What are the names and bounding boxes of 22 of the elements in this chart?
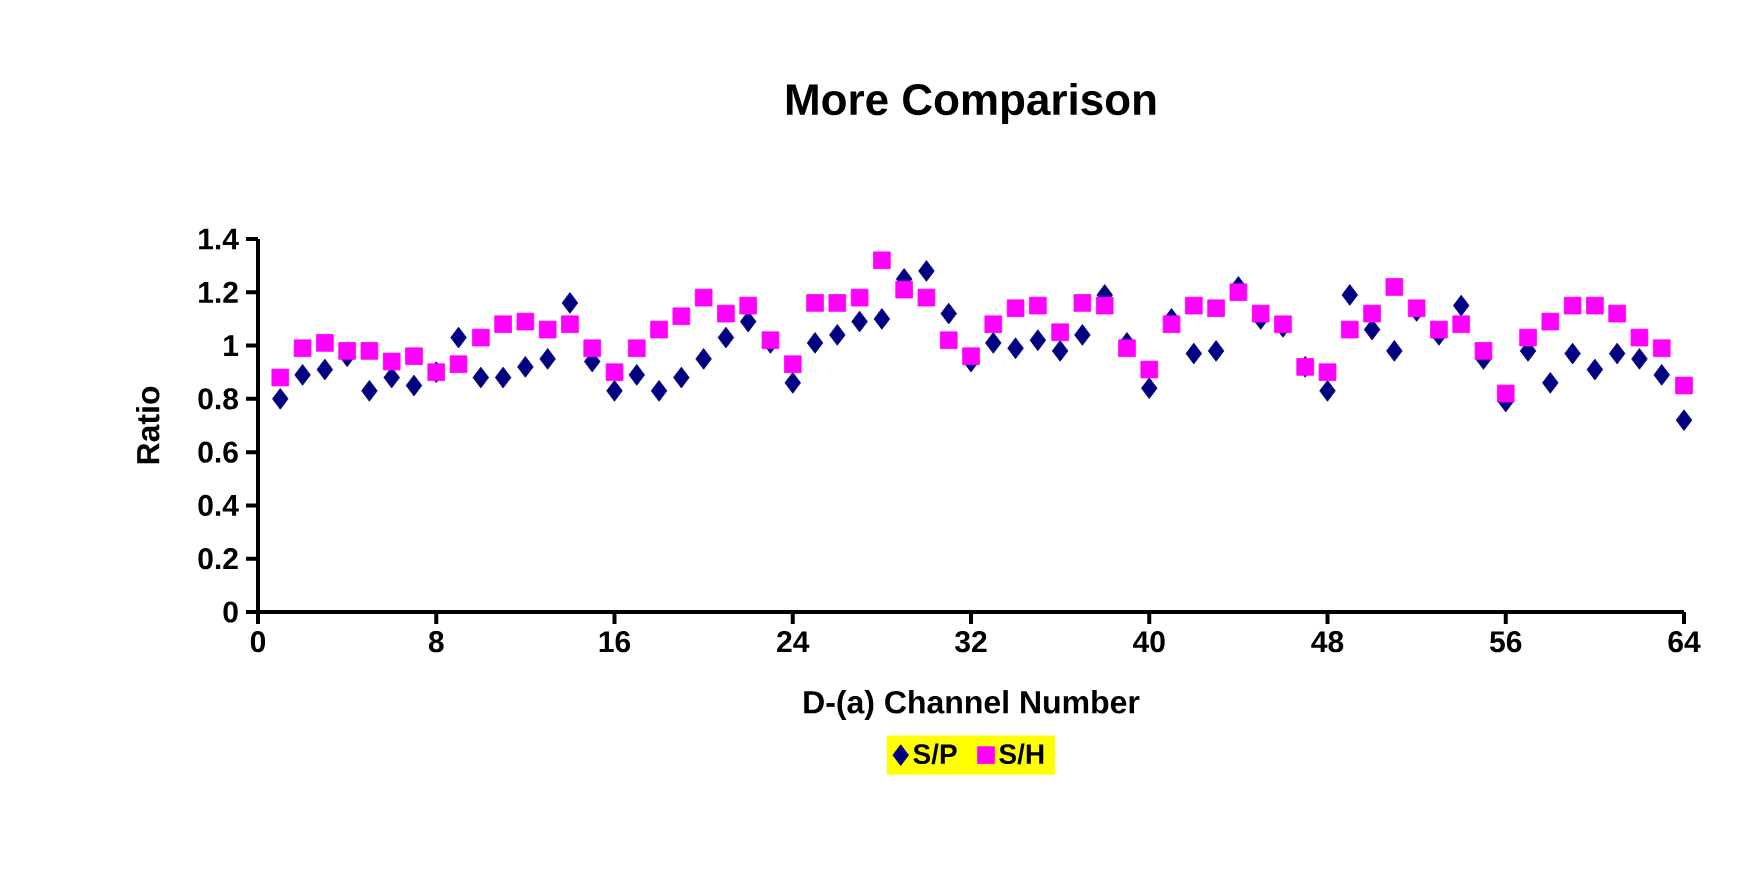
y-axis-title: Ratio bbox=[136, 386, 160, 464]
x-tick-label: 48 bbox=[1311, 631, 1344, 653]
y-tick-label: 1 bbox=[224, 335, 239, 356]
y-tick-label: 1.2 bbox=[199, 281, 238, 303]
y-tick-label: 0.2 bbox=[198, 548, 238, 570]
x-tick-label: 8 bbox=[428, 631, 444, 653]
y-tick-label: 1.4 bbox=[199, 228, 239, 250]
y-tick-label: 0 bbox=[223, 601, 238, 623]
legend-label: S/H bbox=[999, 743, 1044, 765]
chart-title: More Comparison bbox=[786, 82, 1156, 124]
x-tick-label: 24 bbox=[777, 631, 810, 653]
x-axis-title: D-(a) Channel Number bbox=[804, 690, 1140, 720]
y-tick-label: 0.4 bbox=[198, 494, 239, 517]
y-tick-label: 0.6 bbox=[198, 441, 238, 463]
x-tick-label: 56 bbox=[1489, 631, 1522, 653]
x-tick-label: 32 bbox=[955, 631, 987, 653]
x-tick-label: 40 bbox=[1133, 631, 1165, 653]
legend-label: S/P bbox=[913, 743, 957, 765]
x-tick-label: 16 bbox=[599, 631, 631, 653]
x-tick-label: 0 bbox=[250, 631, 266, 653]
x-tick-label: 64 bbox=[1668, 631, 1701, 653]
y-tick-label: 0.8 bbox=[198, 388, 238, 410]
